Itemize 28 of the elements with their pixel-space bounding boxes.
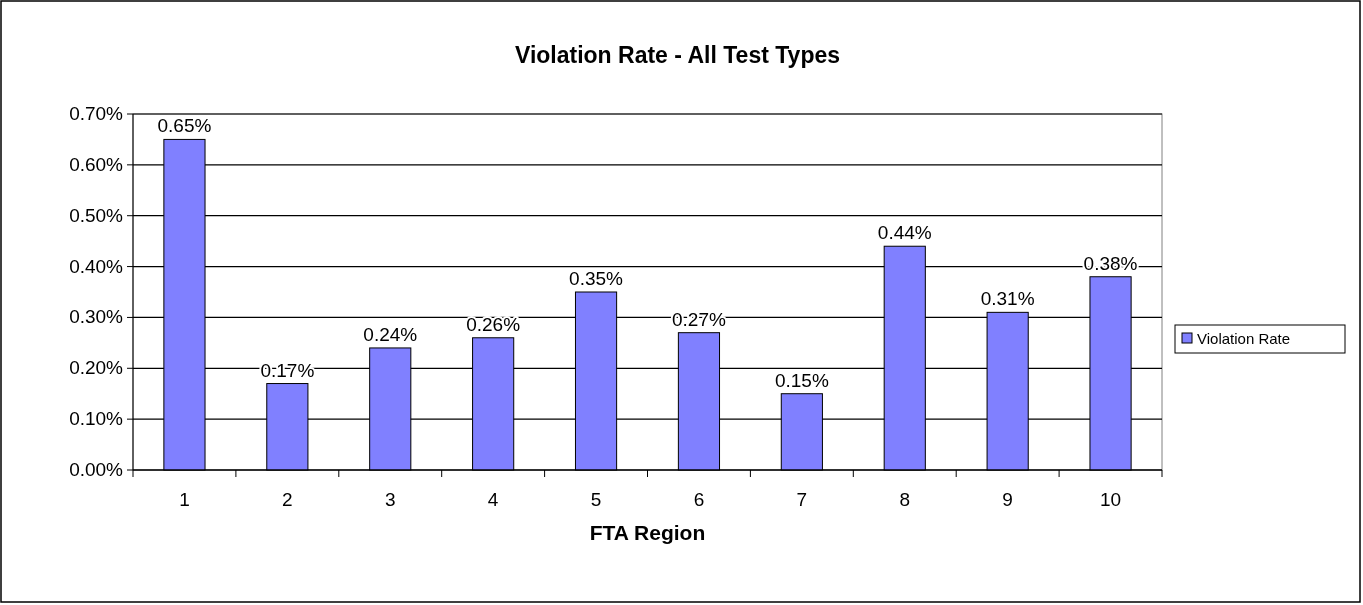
- data-label: 0.65%: [157, 115, 212, 137]
- y-tick-label: 0.10%: [69, 408, 124, 430]
- y-tick-label: 0.70%: [69, 103, 124, 124]
- x-tick-label: 5: [590, 489, 602, 510]
- y-tick-label: 0.00%: [69, 459, 124, 480]
- data-label: 0.31%: [980, 288, 1035, 310]
- x-tick-label: 8: [899, 489, 911, 510]
- legend-label: Violation Rate: [1197, 330, 1291, 347]
- y-tick-label: 0.20%: [69, 357, 124, 379]
- data-label: 0.24%: [363, 323, 418, 345]
- y-tick-label: 0.60%: [69, 153, 124, 175]
- x-tick-label: 2: [282, 489, 293, 510]
- x-tick-label: 4: [487, 489, 499, 510]
- data-label: 0.15%: [774, 369, 829, 391]
- y-tick-label: 0.40%: [69, 255, 124, 277]
- x-tick-label: 6: [693, 489, 705, 510]
- x-tick-label: 3: [384, 489, 396, 510]
- y-tick-label: 0.30%: [69, 306, 124, 328]
- x-tick-label: 7: [796, 489, 808, 510]
- y-tick-label: 0.50%: [69, 204, 124, 226]
- x-tick-label: 10: [1099, 489, 1122, 510]
- x-tick-label: 1: [179, 489, 190, 510]
- chart-title: Violation Rate - All Test Types: [514, 42, 841, 68]
- data-label: 0.26%: [466, 313, 521, 335]
- data-label: 0.35%: [569, 268, 624, 289]
- data-label: 0.44%: [877, 222, 932, 244]
- x-tick-label: 9: [1002, 489, 1013, 510]
- x-axis-title: FTA Region: [589, 521, 706, 544]
